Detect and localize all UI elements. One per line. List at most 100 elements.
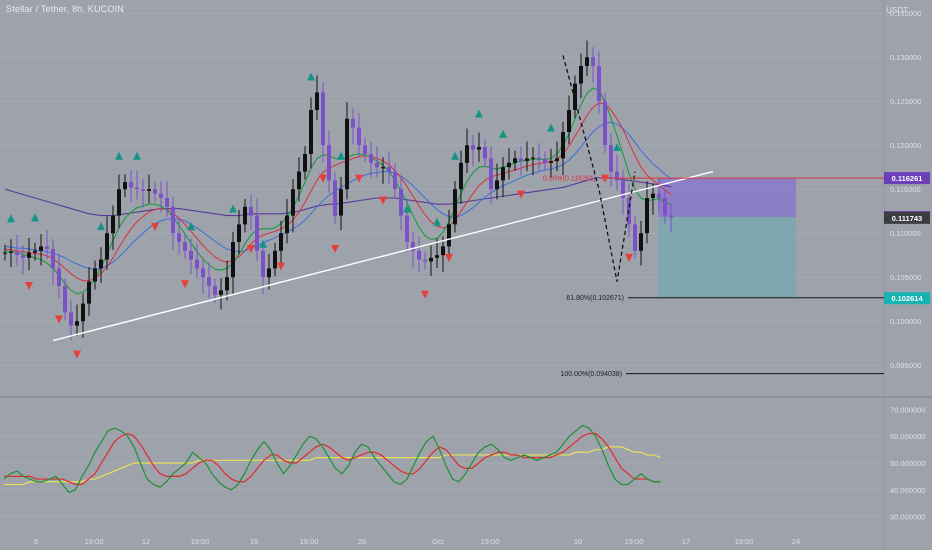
candle-body [609, 145, 613, 172]
buy-signal-marker [7, 214, 15, 223]
candle-body [177, 233, 181, 242]
rsi-green-line [3, 424, 661, 494]
price-label-text: 0.102614 [891, 294, 923, 303]
candle-body [633, 224, 637, 251]
candle-body [27, 252, 31, 258]
sell-signal-marker [379, 196, 387, 205]
candle-body [69, 312, 73, 326]
candle-body [315, 92, 319, 110]
rsi-tick-label: 40.000000 [890, 486, 925, 495]
sma-green-line [4, 87, 672, 295]
buy-signal-marker [403, 204, 411, 213]
rsi-tick-label: 50.000000 [890, 459, 925, 468]
candle-body [93, 268, 97, 282]
buy-signal-marker [187, 222, 195, 231]
candle-body [423, 259, 427, 262]
candle-body [225, 277, 229, 291]
candle-body [615, 171, 619, 181]
candle-body [345, 118, 349, 190]
candle-body [549, 161, 553, 163]
sell-signal-marker [73, 350, 81, 359]
time-tick-label: 26 [358, 537, 366, 546]
candle-body [33, 250, 37, 253]
candle-body [387, 167, 391, 172]
sell-signal-marker [331, 245, 339, 254]
time-tick-label: 24 [792, 537, 800, 546]
candle-body [363, 145, 367, 154]
candle-body [543, 159, 547, 163]
candle-body [435, 255, 439, 258]
sell-signal-marker [277, 262, 285, 271]
sma-purple-line [4, 177, 672, 217]
candle-body [21, 255, 25, 258]
candle-body [63, 286, 67, 313]
buy-signal-marker [259, 239, 267, 248]
price-tick-label: 0.125000 [890, 97, 921, 106]
candle-body [411, 242, 415, 251]
time-tick-label: Oct [432, 537, 445, 546]
zigzag-path [562, 55, 636, 282]
candle-body [81, 303, 85, 322]
candle-body [477, 146, 481, 150]
candle-body [537, 157, 541, 160]
candle-body [75, 321, 79, 326]
candle-body [663, 198, 667, 216]
candle-body [429, 257, 433, 262]
candle-body [399, 189, 403, 216]
buy-signal-marker [451, 151, 459, 160]
time-tick-label: 19:00 [85, 537, 104, 546]
price-tick-label: 0.095000 [890, 361, 921, 370]
time-tick-label: 19:00 [735, 537, 754, 546]
buy-signal-marker [547, 123, 555, 132]
time-tick-label: 17 [682, 537, 690, 546]
candle-body [3, 252, 7, 254]
fib-level-label: 100.00%(0.094038) [561, 371, 623, 378]
candle-body [603, 101, 607, 146]
rsi-tick-label: 70.000000 [890, 405, 925, 414]
candle-body [111, 215, 115, 234]
candle-body [645, 198, 649, 234]
candle-body [99, 259, 103, 269]
candle-body [87, 281, 91, 304]
candle-body [483, 146, 487, 159]
sell-signal-marker [55, 315, 63, 324]
candle-body [465, 145, 469, 163]
candle-body [447, 224, 451, 247]
rsi-tick-label: 60.000000 [890, 432, 925, 441]
candle-body [531, 157, 535, 159]
rsi-tick-label: 30.000000 [890, 513, 925, 522]
candle-body [375, 162, 379, 168]
sell-signal-marker [247, 245, 255, 254]
time-tick-label: 19:00 [625, 537, 644, 546]
time-tick-label: 10 [574, 537, 582, 546]
time-tick-label: 19 [250, 537, 258, 546]
candle-body [339, 189, 343, 216]
candle-body [381, 167, 385, 169]
candle-body [9, 251, 13, 253]
fib-level-label: 0.00%(0.116261) [543, 176, 596, 183]
candle-body [621, 180, 625, 198]
candle-body [651, 193, 655, 198]
buy-signal-marker [337, 151, 345, 160]
buy-signal-marker [499, 129, 507, 138]
price-label-box [884, 172, 930, 185]
price-tick-label: 0.120000 [890, 141, 921, 150]
candle-body [243, 206, 247, 225]
buy-signal-marker [97, 222, 105, 231]
candle-body [231, 242, 235, 278]
buy-signal-marker [307, 72, 315, 81]
risk-zone [658, 178, 796, 218]
candle-body [249, 206, 253, 216]
candle-body [129, 182, 133, 188]
buy-signal-marker [475, 109, 483, 118]
candle-body [507, 162, 511, 168]
price-label-text: 0.111743 [892, 214, 922, 223]
candle-body [267, 268, 271, 278]
support-trendline [52, 170, 714, 342]
candle-body [279, 233, 283, 251]
candle-body [351, 118, 355, 128]
candle-body [327, 145, 331, 181]
candle-body [567, 110, 571, 132]
